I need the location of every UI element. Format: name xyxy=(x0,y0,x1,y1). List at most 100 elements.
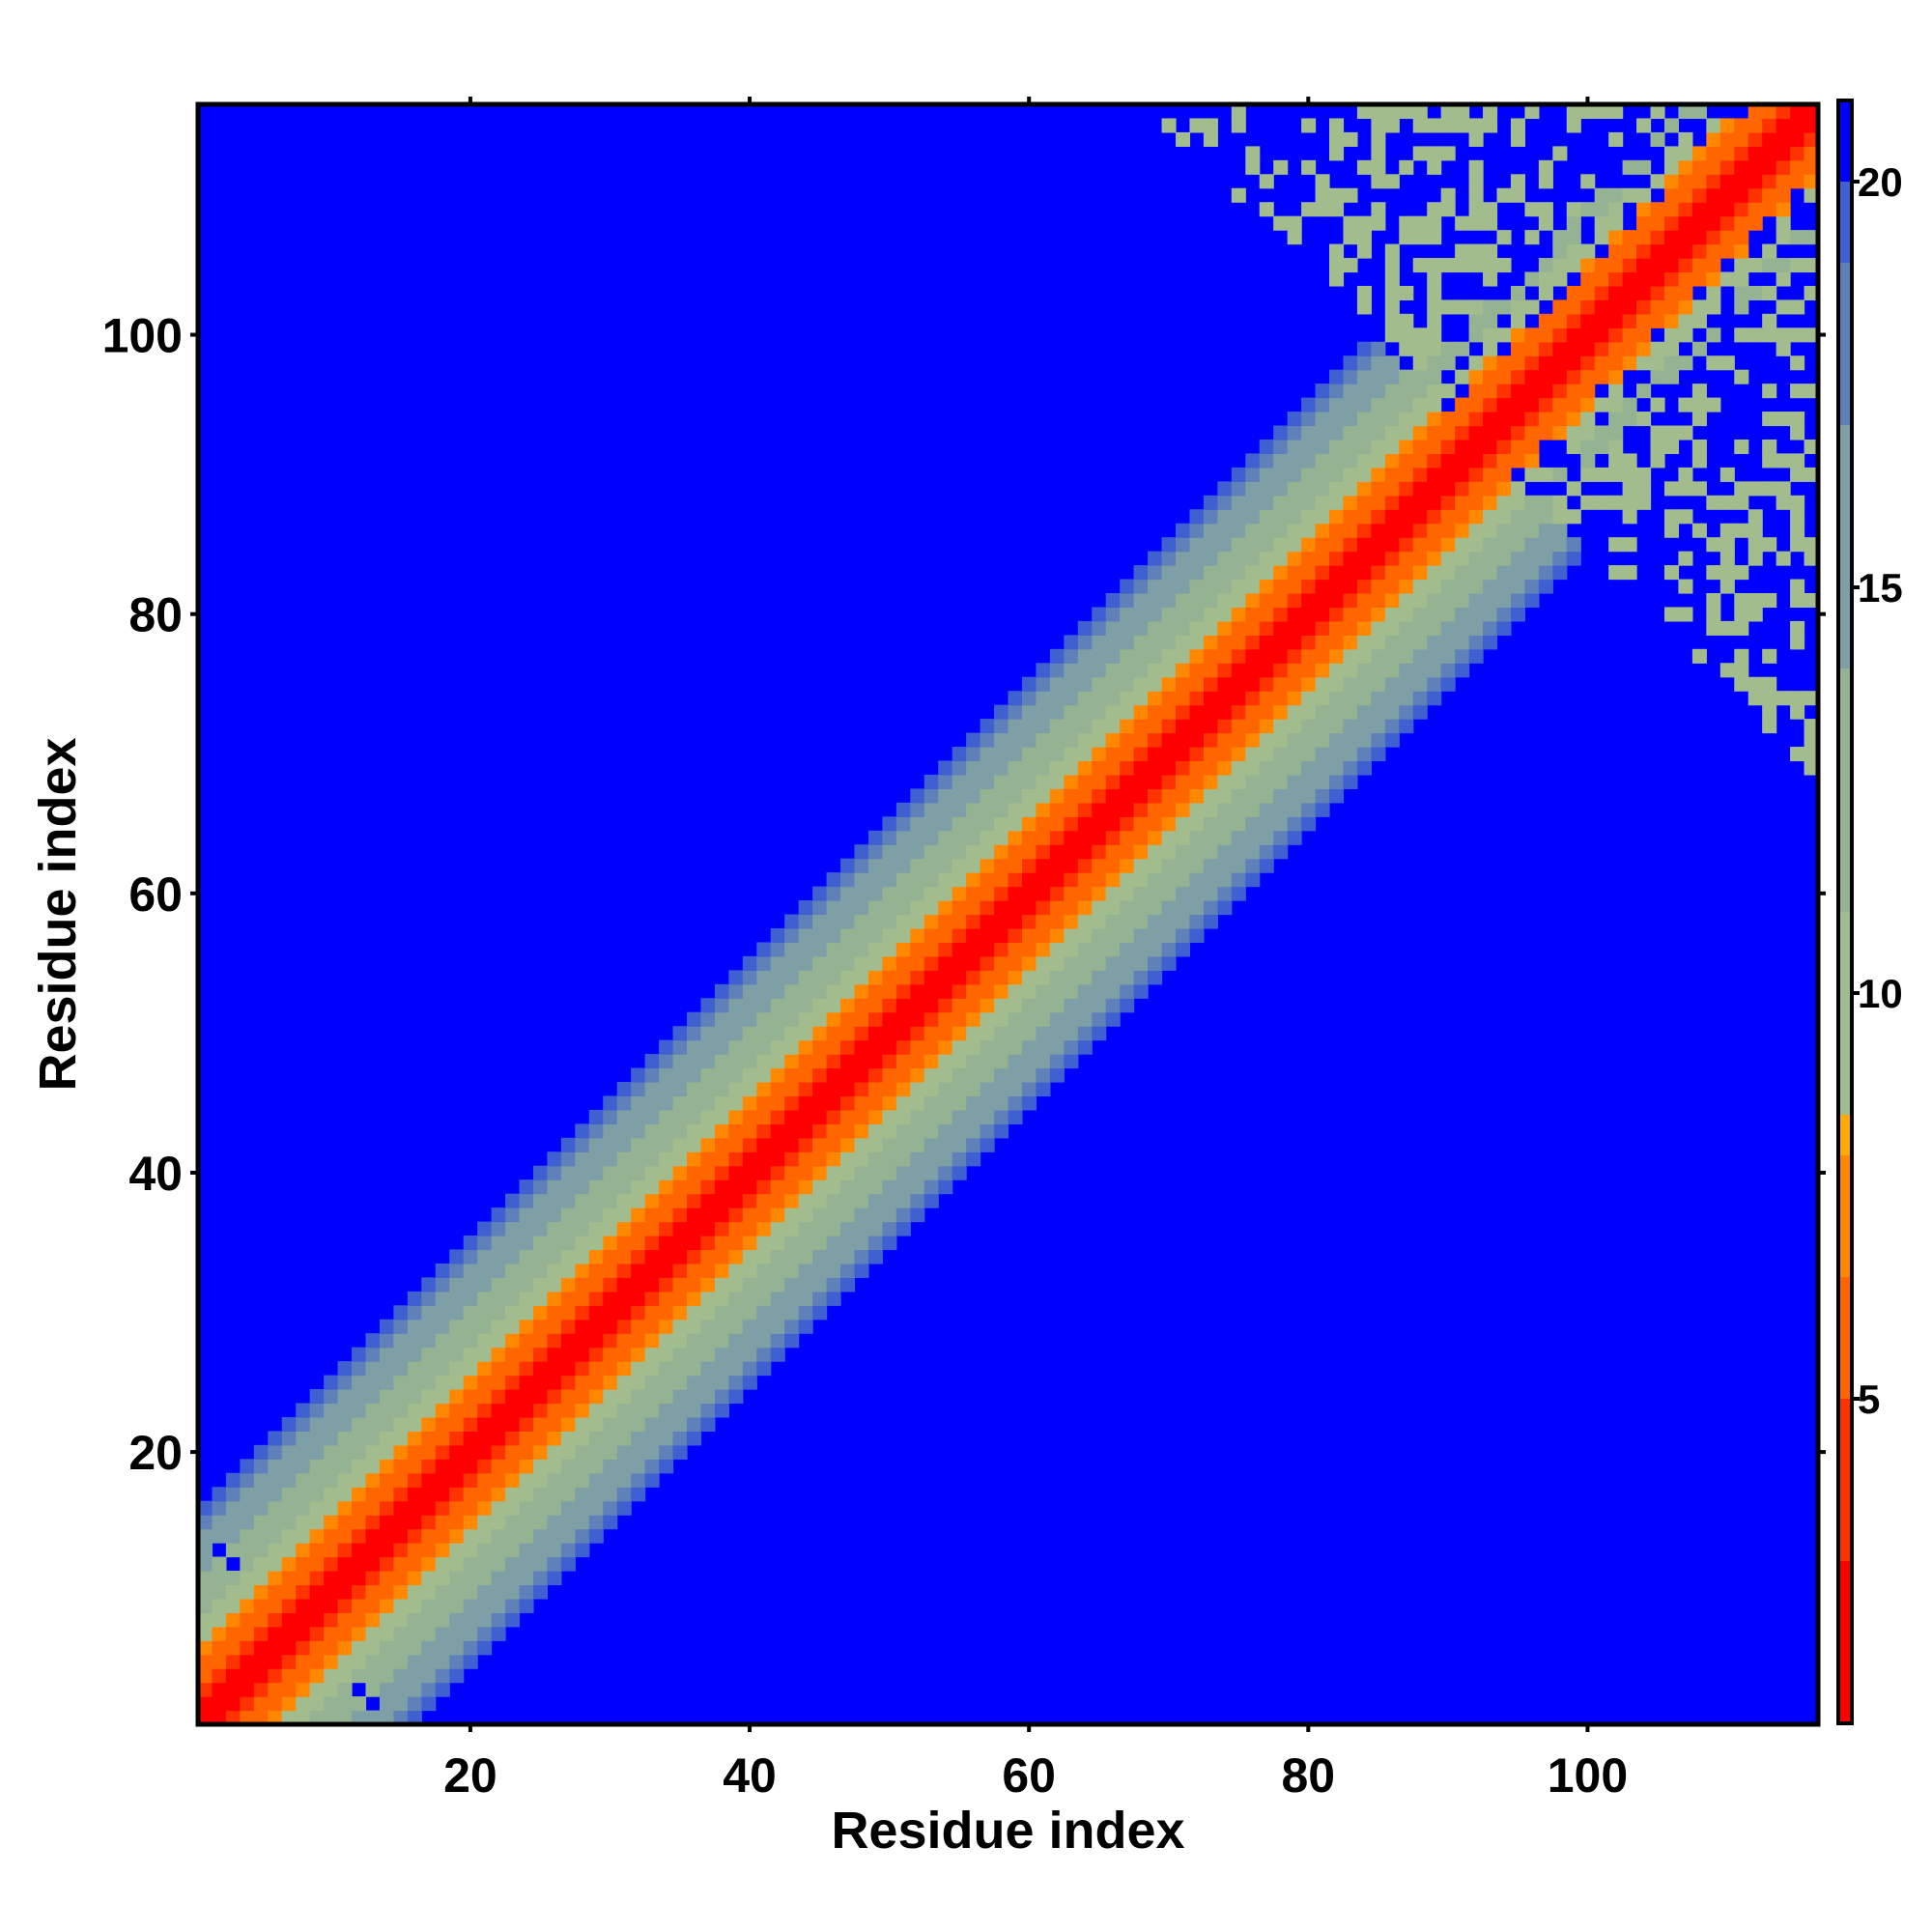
heatmap-cell xyxy=(1008,886,1023,901)
heatmap-cell xyxy=(742,970,757,985)
heatmap-cell xyxy=(1287,816,1302,832)
heatmap-cell xyxy=(1399,551,1414,566)
heatmap-cell xyxy=(756,1095,772,1111)
heatmap-cell xyxy=(225,1472,241,1488)
heatmap-cell xyxy=(477,1319,493,1334)
heatmap-cell xyxy=(1008,872,1023,888)
heatmap-cell xyxy=(1483,579,1498,594)
heatmap-cell xyxy=(1622,299,1637,315)
heatmap-cell xyxy=(994,927,1009,944)
heatmap-cell xyxy=(895,1221,911,1236)
heatmap-cell xyxy=(1510,523,1526,538)
heatmap-cell xyxy=(1148,802,1163,817)
heatmap-cell xyxy=(1273,509,1289,525)
heatmap-cell xyxy=(966,1095,981,1111)
heatmap-cell xyxy=(686,1109,702,1124)
heatmap-cell xyxy=(1203,691,1218,706)
heatmap-cell xyxy=(812,1067,828,1083)
heatmap-cell xyxy=(365,1444,381,1460)
heatmap-cell xyxy=(938,942,953,957)
heatmap-cell xyxy=(421,1361,437,1377)
heatmap-cell xyxy=(616,1081,632,1097)
heatmap-cell xyxy=(826,1263,841,1278)
heatmap-cell xyxy=(1483,384,1498,399)
heatmap-cell xyxy=(867,1249,883,1264)
heatmap-cell xyxy=(1468,481,1484,497)
heatmap-cell xyxy=(1747,174,1763,189)
heatmap-cell xyxy=(1077,704,1093,720)
heatmap-cell xyxy=(449,1570,465,1586)
heatmap-cell xyxy=(672,1054,688,1069)
heatmap-cell xyxy=(1064,830,1079,845)
heatmap-cell xyxy=(1301,719,1317,734)
heatmap-cell xyxy=(1719,271,1735,287)
heatmap-cell xyxy=(281,1598,297,1613)
heatmap-cell xyxy=(519,1179,534,1195)
heatmap-cell xyxy=(1804,104,1819,120)
heatmap-cell xyxy=(337,1416,353,1433)
heatmap-cell xyxy=(575,1319,590,1334)
heatmap-cell xyxy=(603,1515,618,1530)
heatmap-cell xyxy=(756,1109,772,1124)
heatmap-cell xyxy=(1064,788,1079,804)
heatmap-cell xyxy=(1120,732,1135,748)
colorbar-tick-label: 15 xyxy=(1858,565,1903,611)
heatmap-cell xyxy=(966,1011,981,1027)
heatmap-cell xyxy=(728,1333,744,1349)
heatmap-cell xyxy=(1747,592,1763,609)
heatmap-cell xyxy=(826,1067,841,1083)
heatmap-cell xyxy=(1496,384,1512,399)
heatmap-cell xyxy=(1608,285,1624,300)
heatmap-cell xyxy=(1049,970,1065,985)
heatmap-cell xyxy=(840,1236,856,1251)
heatmap-cell xyxy=(560,1515,576,1530)
heatmap-cell xyxy=(240,1696,255,1712)
heatmap-cell xyxy=(1371,495,1386,510)
heatmap-cell xyxy=(225,1598,241,1613)
heatmap-cell xyxy=(240,1487,255,1502)
heatmap-cell xyxy=(1105,760,1121,776)
heatmap-cell xyxy=(324,1598,339,1613)
heatmap-cell xyxy=(1371,663,1386,678)
heatmap-cell xyxy=(532,1584,549,1600)
heatmap-cell xyxy=(1776,174,1791,189)
heatmap-cell xyxy=(672,1403,688,1418)
heatmap-cell xyxy=(923,1067,939,1083)
heatmap-cell xyxy=(268,1543,283,1558)
heatmap-cell xyxy=(1622,495,1637,510)
heatmap-cell xyxy=(519,1500,534,1516)
heatmap-cell xyxy=(1552,299,1568,315)
heatmap-cell xyxy=(1762,648,1777,664)
heatmap-cell xyxy=(840,1277,856,1293)
heatmap-cell xyxy=(1273,830,1289,845)
heatmap-cell xyxy=(1287,579,1302,594)
heatmap-cell xyxy=(1790,523,1805,538)
heatmap-cell xyxy=(1384,118,1400,133)
heatmap-cell xyxy=(1077,970,1093,985)
heatmap-cell xyxy=(1622,159,1637,175)
heatmap-cell xyxy=(449,1305,465,1321)
heatmap-cell xyxy=(1287,453,1302,469)
heatmap-cell xyxy=(1329,774,1345,789)
heatmap-cell xyxy=(560,1165,576,1180)
heatmap-cell xyxy=(532,1208,549,1223)
heatmap-cell xyxy=(407,1347,422,1362)
heatmap-cell xyxy=(1036,663,1051,678)
heatmap-cell xyxy=(1678,509,1693,525)
heatmap-cell xyxy=(854,942,869,957)
heatmap-cell xyxy=(1412,607,1428,622)
heatmap-cell xyxy=(1189,592,1205,609)
heatmap-cell xyxy=(1315,523,1330,538)
heatmap-cell xyxy=(1663,187,1680,203)
heatmap-cell xyxy=(1148,816,1163,832)
heatmap-cell xyxy=(770,1333,785,1349)
heatmap-cell xyxy=(1566,299,1581,315)
heatmap-cell xyxy=(1691,187,1707,203)
heatmap-cell xyxy=(714,1263,729,1278)
heatmap-cell xyxy=(519,1598,534,1613)
heatmap-cell xyxy=(532,1444,549,1460)
heatmap-cell xyxy=(407,1291,422,1306)
heatmap-cell xyxy=(882,1165,897,1180)
heatmap-cell xyxy=(1008,1011,1023,1027)
heatmap-cell xyxy=(882,1011,897,1027)
